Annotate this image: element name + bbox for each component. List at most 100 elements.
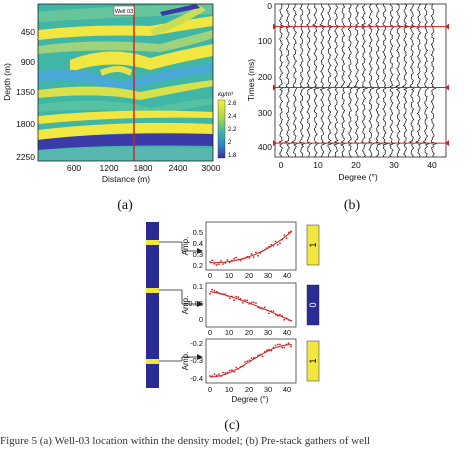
avo-sample-point [259,307,262,310]
y-tick: 0.3 [193,250,203,259]
avo-sample-point [220,260,222,262]
avo-sample-point [241,258,244,260]
avo-sample-point [261,355,264,358]
avo-sample-point [285,237,288,240]
colorbar-tick: 2.4 [228,114,237,120]
panel-c-label: (c) [224,418,240,433]
avo-sample-point [228,261,231,264]
x-tick: 10 [225,328,233,337]
avo-sample-point [213,289,216,292]
avo-sample-point [266,247,268,250]
avo-sample-point [213,263,216,265]
panel-a: Well 03 600 1200 1800 2400 3000 Distance… [2,3,237,213]
avo-sample-point [222,293,225,296]
avo-sample-point [231,259,233,262]
amp-label: Amp. [181,296,190,315]
avo-sample-point [287,342,290,345]
x-tick: 20 [245,328,253,337]
avo-sample-point [231,369,233,371]
panel-a-xlabel: Distance (m) [102,174,150,184]
seismic-trace [422,3,431,157]
seismic-trace [333,3,340,158]
seismic-trace [388,3,395,158]
colorbar-unit: kg/m³ [218,92,234,98]
avo-sample-point [252,256,255,258]
y-tick: 1800 [16,119,35,129]
avo-sample-point [215,264,218,266]
x-tick: 40 [283,385,291,394]
well-label: Well 03 [115,9,133,15]
avo-sample-point [220,292,222,295]
avo-sample-point [283,318,286,321]
avo-sample-point [244,361,246,363]
x-tick: 10 [313,160,323,170]
avo-sample-point [239,366,242,368]
x-tick: 30 [264,328,272,337]
avo-sample-point [233,257,236,260]
avo-sample-point [279,242,281,245]
avo-sample-point [237,258,240,261]
seismic-trace [401,3,410,158]
seismic-trace [430,3,438,158]
avo-sample-point [228,369,231,372]
avo-sample-point [279,313,281,316]
x-tick: 40 [427,160,437,170]
avo-plot-2: 0.1 0.05 0 0 10 20 30 40 Amp. 0 [181,282,320,337]
reflector-markers [273,23,449,147]
avo-sample-point [220,375,222,377]
panel-c: 0.5 0.4 0.3 0.2 0 10 20 30 40 Amp. 1 0.1… [146,221,320,433]
x-tick: 2400 [169,163,188,173]
avo-sample-point [248,359,251,362]
y-tick: 0 [267,1,272,11]
seismic-trace [382,3,390,158]
class-value: 0 [308,302,318,307]
avo-sample-point [283,346,286,349]
avo-sample-point [217,373,220,376]
avo-sample-point [222,371,225,374]
panel-b-ylabel: Times (ms) [246,59,256,101]
avo-sample-point [233,299,236,302]
avo-sample-point [259,252,262,255]
avo-sample-point [285,343,288,346]
seismic-trace [360,4,369,158]
avo-fit-line [210,230,293,264]
avo-sample-point [290,345,292,348]
seismic-trace [305,3,314,158]
plot-xlabel: Degree (°) [232,395,269,404]
avo-sample-point [244,257,246,260]
avo-sample-point [272,310,275,312]
avo-sample-point [239,298,242,300]
avo-sample-point [274,344,277,347]
avo-sample-point [239,259,242,262]
avo-sample-point [287,231,290,234]
avo-sample-point [270,244,273,246]
seismic-trace [375,3,383,158]
seismic-trace [291,3,299,158]
panel-b-xlabel: Degree (°) [338,172,377,182]
colorbar-tick: 2.2 [228,127,237,133]
avo-sample-point [252,301,255,304]
avo-sample-point [246,360,249,363]
class-value: 1 [308,242,318,247]
seismic-trace [326,3,334,158]
y-tick: 200 [258,72,272,82]
avo-sample-point [287,319,290,321]
x-tick: 20 [245,385,253,394]
well-log-layer-band [146,359,159,364]
seismic-trace [284,3,291,158]
avo-sample-point [261,250,264,253]
avo-sample-point [281,315,284,317]
seismic-trace [367,3,375,158]
avo-sample-point [272,346,275,349]
avo-sample-point [217,263,220,266]
colorbar [217,99,226,159]
well-label-box [113,5,135,16]
avo-sample-point [226,295,229,297]
avo-sample-point [259,353,262,356]
class-box [306,340,320,382]
avo-sample-point [246,299,249,302]
avo-sample-point [276,343,279,346]
x-tick: 40 [283,271,291,280]
avo-sample-point [226,371,229,374]
panel-b-x-ticks: 0 10 20 30 40 [279,160,437,170]
